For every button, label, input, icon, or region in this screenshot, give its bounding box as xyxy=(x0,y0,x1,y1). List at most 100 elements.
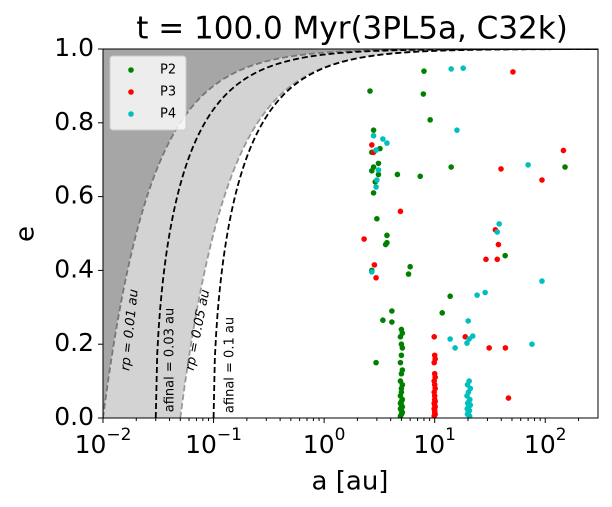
chart-title: t = 100.0 Myr(3PL5a, C32k) xyxy=(136,11,568,47)
y-tick-label: 0.2 xyxy=(54,328,94,357)
data-point xyxy=(427,117,433,123)
data-point xyxy=(380,136,386,142)
data-point xyxy=(525,162,531,168)
curve-annotation: afinal = 0.1 au xyxy=(223,317,238,413)
data-point xyxy=(420,91,427,97)
y-axis-label: e xyxy=(11,226,41,242)
data-point xyxy=(482,289,488,296)
data-point xyxy=(397,208,404,215)
data-point xyxy=(494,256,501,263)
data-point xyxy=(465,318,472,324)
data-point xyxy=(370,127,377,133)
data-point xyxy=(431,359,438,366)
data-point xyxy=(397,413,404,418)
data-point xyxy=(417,173,424,180)
data-point xyxy=(448,66,454,72)
data-point xyxy=(384,232,390,239)
legend-marker xyxy=(128,67,134,73)
data-point xyxy=(460,65,466,71)
data-point xyxy=(380,317,386,324)
data-point xyxy=(454,127,460,133)
data-point xyxy=(539,278,545,284)
data-point xyxy=(496,221,502,227)
data-point xyxy=(560,147,567,154)
data-point xyxy=(505,395,512,401)
data-point xyxy=(394,171,401,178)
data-point xyxy=(399,345,406,351)
data-point xyxy=(373,147,379,153)
data-point xyxy=(539,177,545,183)
data-point xyxy=(367,88,373,94)
data-point xyxy=(375,167,382,173)
legend-label: P2 xyxy=(160,63,176,78)
x-axis-label: a [au] xyxy=(312,467,389,497)
data-point xyxy=(466,413,473,418)
data-point xyxy=(474,292,480,298)
data-point xyxy=(370,190,377,196)
data-point xyxy=(371,262,378,268)
y-tick-label: 0.0 xyxy=(54,402,94,431)
data-point xyxy=(375,171,382,178)
y-tick-label: 0.6 xyxy=(54,181,94,210)
data-point xyxy=(431,413,438,418)
data-point xyxy=(562,164,568,170)
data-point xyxy=(389,308,395,314)
data-point xyxy=(375,160,382,167)
data-point xyxy=(502,345,509,351)
data-point xyxy=(447,293,453,300)
legend-marker xyxy=(128,89,134,95)
legend-marker xyxy=(128,111,134,117)
shaded-region xyxy=(103,49,598,418)
data-point xyxy=(398,352,405,359)
data-point xyxy=(510,69,516,75)
data-point xyxy=(389,319,395,325)
data-point xyxy=(373,184,379,190)
x-tick-label: 10−1 xyxy=(185,425,242,459)
data-point xyxy=(529,341,535,348)
data-point xyxy=(464,340,470,346)
legend: P2 P3 P4 xyxy=(109,55,187,131)
data-point xyxy=(397,334,404,340)
legend-label: P4 xyxy=(160,107,176,122)
data-point xyxy=(369,167,375,174)
data-point xyxy=(483,256,489,263)
data-point xyxy=(494,229,501,235)
data-point xyxy=(373,359,379,366)
data-point xyxy=(452,345,458,351)
data-point xyxy=(421,68,427,74)
x-tick-label: 101 xyxy=(413,425,456,459)
data-point xyxy=(495,241,502,248)
legend-box xyxy=(109,55,187,131)
x-tick-label: 100 xyxy=(303,425,346,459)
data-point xyxy=(405,271,412,277)
data-point xyxy=(486,345,492,351)
y-tick-label: 0.4 xyxy=(54,254,94,283)
data-point xyxy=(370,132,377,139)
curve-annotation: afinal = 0.03 au xyxy=(163,308,178,412)
data-point xyxy=(431,334,438,340)
data-point xyxy=(407,263,413,270)
data-point xyxy=(374,215,380,222)
data-point xyxy=(384,140,390,146)
y-tick-label: 0.8 xyxy=(54,107,94,136)
data-point xyxy=(369,269,375,275)
data-point xyxy=(397,359,404,366)
boundary-curve xyxy=(154,49,598,418)
data-point xyxy=(374,177,380,183)
data-point xyxy=(502,252,508,259)
data-point xyxy=(382,241,389,248)
data-point xyxy=(498,166,504,172)
data-point xyxy=(361,236,367,242)
axes-frame xyxy=(102,48,599,419)
legend-label: P3 xyxy=(160,85,176,100)
data-point xyxy=(439,310,446,316)
data-point xyxy=(369,142,375,148)
data-point xyxy=(398,370,405,377)
y-tick-label: 1.0 xyxy=(54,33,94,62)
x-tick-label: 102 xyxy=(524,425,567,459)
data-point xyxy=(448,164,454,170)
data-point xyxy=(447,336,453,342)
data-point xyxy=(373,274,379,281)
